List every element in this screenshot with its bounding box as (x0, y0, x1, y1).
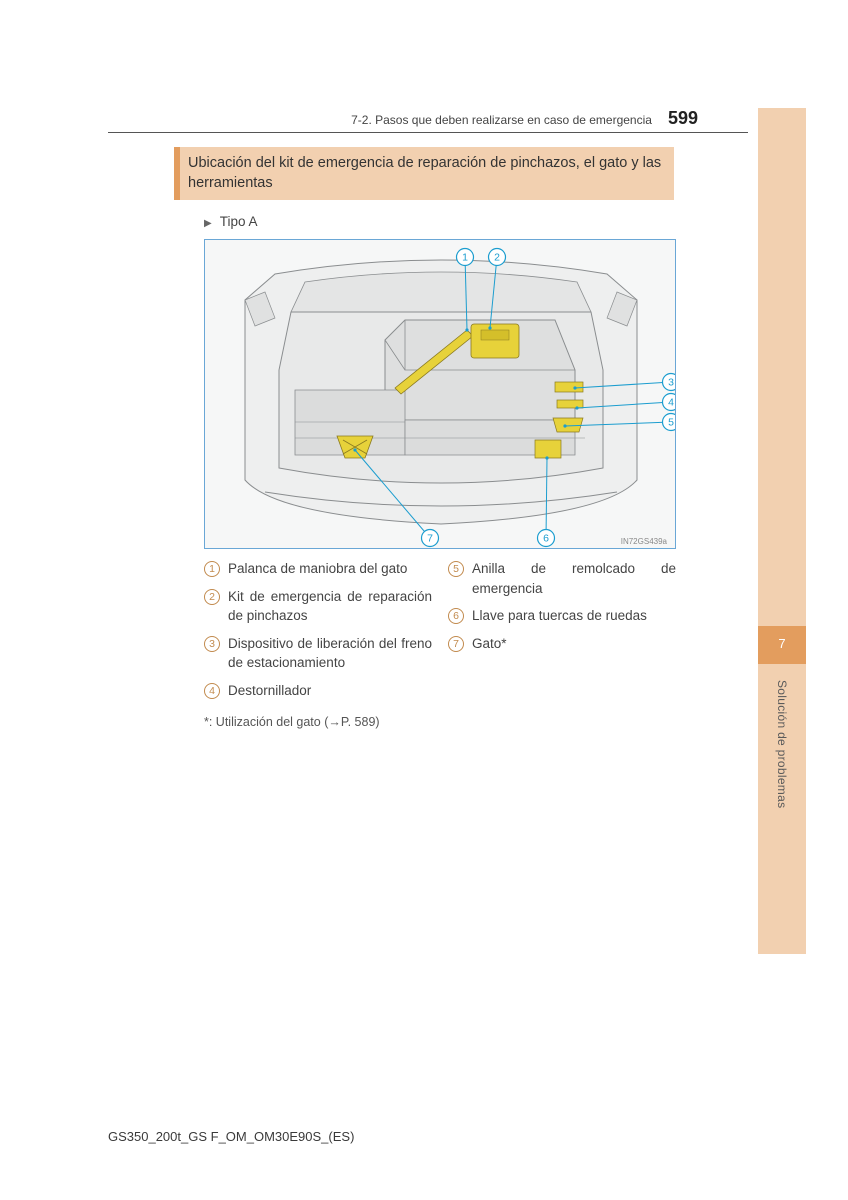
legend-column-right: 5 Anilla de remolcado de emergencia 6 Llave… (448, 559, 676, 708)
side-tab-chapter-label: Solución de problemas (775, 680, 789, 808)
document-code: GS350_200t_GS F_OM_OM30E90S_(ES) (108, 1129, 354, 1144)
svg-text:IN72GS439a: IN72GS439a (621, 537, 668, 546)
header-page-number: 599 (668, 108, 698, 129)
legend-text: Anilla de remolcado de emergencia (472, 559, 676, 598)
legend-item: 4 Destornillador (204, 681, 432, 701)
legend-number-icon: 5 (448, 561, 464, 577)
svg-text:5: 5 (668, 417, 674, 429)
legend-number-icon: 7 (448, 636, 464, 652)
svg-text:6: 6 (543, 533, 549, 545)
page-content: 7-2. Pasos que deben realizarse en caso … (108, 108, 748, 729)
side-tab-lower: Solución de problemas (758, 664, 806, 954)
side-tab-container: 7 Solución de problemas (758, 108, 806, 954)
legend-item: 3 Dispositivo de liberación del freno de … (204, 634, 432, 673)
legend-text: Gato* (472, 634, 507, 654)
subheading: ▶ Tipo A (204, 214, 748, 229)
legend-item: 6 Llave para tuercas de ruedas (448, 606, 676, 626)
svg-text:2: 2 (494, 252, 500, 264)
legend-item: 2 Kit de emergencia de reparación de pinc… (204, 587, 432, 626)
trunk-diagram-svg: IN72GS439a 1 2 3 4 5 6 7 (205, 240, 676, 549)
side-tab-chapter-number: 7 (758, 626, 806, 664)
legend-text: Dispositivo de liberación del freno de e… (228, 634, 432, 673)
footnote: *: Utilización del gato (→P. 589) (204, 715, 748, 729)
legend-text: Palanca de maniobra del gato (228, 559, 407, 579)
svg-text:4: 4 (668, 397, 674, 409)
legend-item: 7 Gato* (448, 634, 676, 654)
legend-columns: 1 Palanca de maniobra del gato 2 Kit de eme… (204, 559, 676, 708)
diagram-figure: IN72GS439a 1 2 3 4 5 6 7 (204, 239, 676, 549)
legend-column-left: 1 Palanca de maniobra del gato 2 Kit de eme… (204, 559, 432, 708)
legend-number-icon: 1 (204, 561, 220, 577)
svg-text:1: 1 (462, 252, 468, 264)
side-tab-upper (758, 108, 806, 626)
page-header: 7-2. Pasos que deben realizarse en caso … (108, 108, 748, 133)
legend-text: Destornillador (228, 681, 311, 701)
subhead-text: Tipo A (220, 214, 258, 229)
triangle-icon: ▶ (204, 218, 212, 229)
legend-number-icon: 6 (448, 608, 464, 624)
legend-text: Kit de emergencia de reparación de pinch… (228, 587, 432, 626)
legend-number-icon: 4 (204, 683, 220, 699)
legend-text: Llave para tuercas de ruedas (472, 606, 647, 626)
section-title: Ubicación del kit de emergencia de repar… (174, 147, 674, 200)
svg-text:7: 7 (427, 533, 433, 545)
legend-number-icon: 2 (204, 589, 220, 605)
legend-item: 5 Anilla de remolcado de emergencia (448, 559, 676, 598)
svg-text:3: 3 (668, 377, 674, 389)
legend-item: 1 Palanca de maniobra del gato (204, 559, 432, 579)
header-section-text: 7-2. Pasos que deben realizarse en caso … (351, 113, 652, 127)
legend-number-icon: 3 (204, 636, 220, 652)
